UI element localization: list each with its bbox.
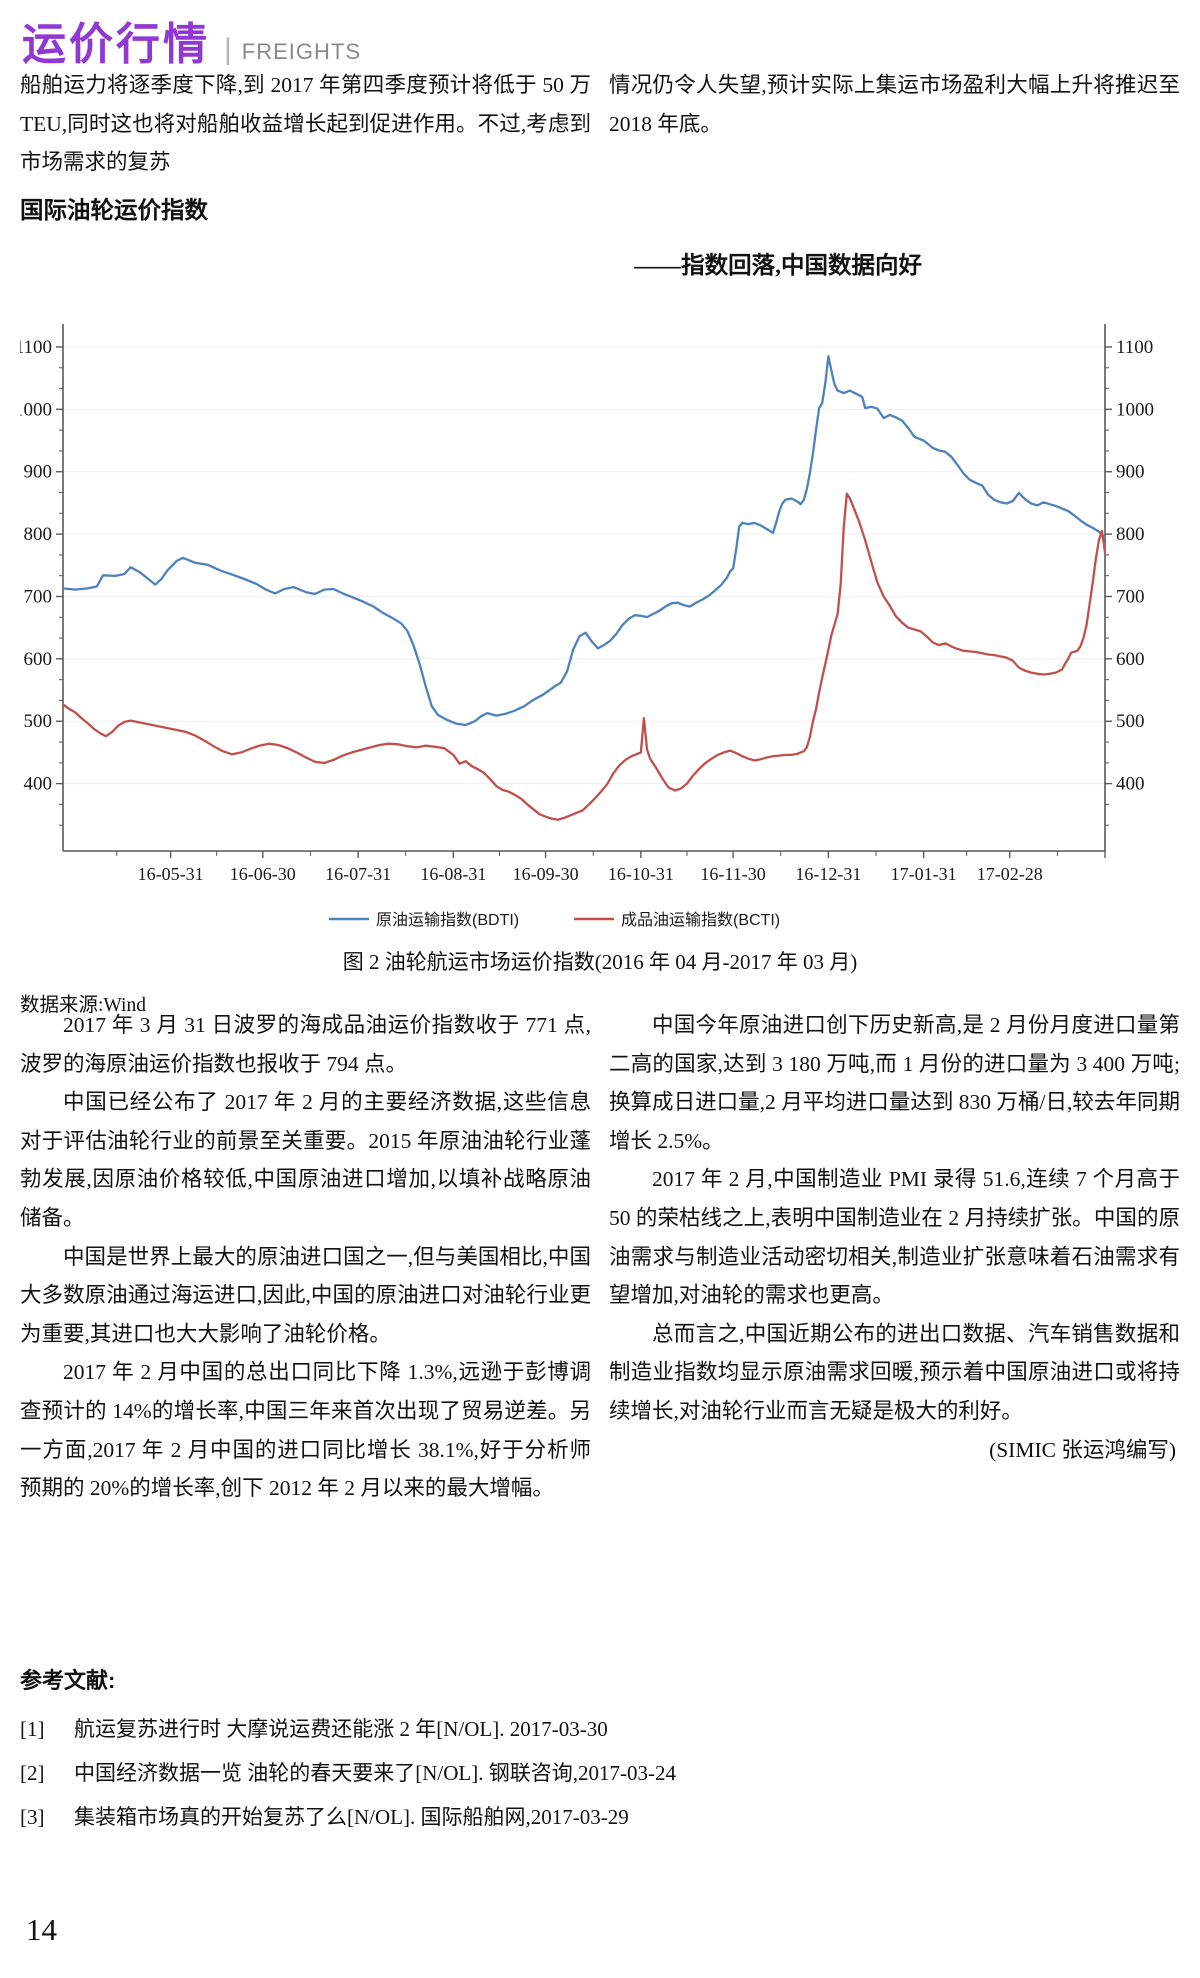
svg-text:16-07-31: 16-07-31 xyxy=(325,864,391,884)
intro-right-column: 情况仍令人失望,预计实际上集运市场盈利大幅上升将推迟至 2018 年底。 xyxy=(609,66,1180,225)
reference-item: [2] 中国经济数据一览 油轮的春天要来了[N/OL]. 钢联咨询,2017-03… xyxy=(20,1751,1180,1795)
reference-item: [3] 集装箱市场真的开始复苏了么[N/OL]. 国际船舶网,2017-03-29 xyxy=(20,1795,1180,1839)
svg-text:600: 600 xyxy=(1116,649,1145,670)
svg-text:16-09-30: 16-09-30 xyxy=(513,864,579,884)
svg-text:400: 400 xyxy=(24,774,53,795)
reference-index: [1] xyxy=(20,1717,45,1741)
references-heading: 参考文献: xyxy=(20,1668,116,1693)
figure: 400 400 500 500 600 600 700 700 800 800 900 900 1000… xyxy=(14,322,1180,976)
svg-text:900: 900 xyxy=(24,462,53,483)
chart-svg: 400 400 500 500 600 600 700 700 800 800 900 900 1000… xyxy=(14,324,1154,929)
svg-text:1100: 1100 xyxy=(20,337,52,358)
svg-text:800: 800 xyxy=(24,524,53,545)
reference-text: 集装箱市场真的开始复苏了么[N/OL]. 国际船舶网,2017-03-29 xyxy=(74,1805,629,1829)
reference-text: 中国经济数据一览 油轮的春天要来了[N/OL]. 钢联咨询,2017-03-24 xyxy=(74,1761,676,1785)
body-left-column: 2017 年 3 月 31 日波罗的海成品油运价指数收于 771 点,波罗的海原… xyxy=(20,1006,591,1508)
body-paragraph: 2017 年 3 月 31 日波罗的海成品油运价指数收于 771 点,波罗的海原… xyxy=(20,1013,591,1076)
figure-caption: 图 2 油轮航运市场运价指数(2016 年 04 月-2017 年 03 月) xyxy=(342,950,858,974)
title-divider: | xyxy=(224,33,232,66)
intro-left-column: 船舶运力将逐季度下降,到 2017 年第四季度预计将低于 50 万 TEU,同时… xyxy=(20,66,591,225)
svg-text:1000: 1000 xyxy=(1116,399,1154,420)
svg-text:16-12-31: 16-12-31 xyxy=(795,864,861,884)
section-subtitle: ——指数回落,中国数据向好 xyxy=(634,253,922,279)
chart-axes xyxy=(56,324,1112,858)
reference-index: [3] xyxy=(20,1805,45,1829)
svg-text:16-05-31: 16-05-31 xyxy=(138,864,204,884)
svg-text:600: 600 xyxy=(24,649,53,670)
reference-index: [2] xyxy=(20,1761,45,1785)
intro-left-text: 船舶运力将逐季度下降,到 2017 年第四季度预计将低于 50 万 TEU,同时… xyxy=(20,73,591,174)
body-section: 2017 年 3 月 31 日波罗的海成品油运价指数收于 771 点,波罗的海原… xyxy=(20,1006,1180,1508)
svg-text:800: 800 xyxy=(1116,524,1145,545)
page-number: 14 xyxy=(26,1912,57,1947)
series-line-bcti xyxy=(61,492,1107,821)
body-right-column: 中国今年原油进口创下历史新高,是 2 月份月度进口量第二高的国家,达到 3 18… xyxy=(609,1006,1180,1508)
svg-text:16-06-30: 16-06-30 xyxy=(230,864,296,884)
body-paragraph: 总而言之,中国近期公布的进出口数据、汽车销售数据和制造业指数均显示原油需求回暖,… xyxy=(609,1321,1180,1423)
svg-text:原油运输指数(BDTI): 原油运输指数(BDTI) xyxy=(376,911,519,929)
svg-text:500: 500 xyxy=(1116,711,1145,732)
references-list: [1] 航运复苏进行时 大摩说运费还能涨 2 年[N/OL]. 2017-03-3… xyxy=(20,1707,1180,1839)
reference-text: 航运复苏进行时 大摩说运费还能涨 2 年[N/OL]. 2017-03-30 xyxy=(74,1717,608,1741)
svg-text:16-10-31: 16-10-31 xyxy=(608,864,674,884)
data-source: 数据来源:Wind xyxy=(20,995,146,1016)
byline: (SIMIC 张运鸿编写) xyxy=(989,1437,1176,1462)
body-paragraph: 中国已经公布了 2017 年 2 月的主要经济数据,这些信息对于评估油轮行业的前… xyxy=(20,1090,591,1230)
svg-text:500: 500 xyxy=(24,711,53,732)
body-paragraph: 中国是世界上最大的原油进口国之一,但与美国相比,中国大多数原油通过海运进口,因此… xyxy=(20,1244,591,1346)
body-paragraph: 2017 年 2 月中国的总出口同比下降 1.3%,远逊于彭博调查预计的 14%… xyxy=(20,1360,591,1501)
page-header: 运价行情 | FREIGHTS xyxy=(22,8,361,72)
reference-item: [1] 航运复苏进行时 大摩说运费还能涨 2 年[N/OL]. 2017-03-3… xyxy=(20,1707,1180,1751)
section-heading: 国际油轮运价指数 xyxy=(20,197,208,224)
svg-text:17-02-28: 17-02-28 xyxy=(977,864,1043,884)
series-line-bdti xyxy=(61,355,1107,727)
page-title-en: FREIGHTS xyxy=(241,39,362,64)
svg-text:成品油运输指数(BCTI): 成品油运输指数(BCTI) xyxy=(621,911,780,929)
chart-gridlines xyxy=(63,346,1105,785)
intro-section: 船舶运力将逐季度下降,到 2017 年第四季度预计将低于 50 万 TEU,同时… xyxy=(20,66,1180,225)
references-section: 参考文献: [1] 航运复苏进行时 大摩说运费还能涨 2 年[N/OL]. 201… xyxy=(20,1663,1180,1839)
svg-text:700: 700 xyxy=(24,586,53,607)
svg-text:900: 900 xyxy=(1116,462,1145,483)
body-paragraph: 中国今年原油进口创下历史新高,是 2 月份月度进口量第二高的国家,达到 3 18… xyxy=(609,1013,1180,1153)
freight-index-chart: 400 400 500 500 600 600 700 700 800 800 900 900 1000… xyxy=(14,322,1180,942)
svg-text:17-01-31: 17-01-31 xyxy=(891,864,957,884)
svg-text:16-11-30: 16-11-30 xyxy=(700,864,765,884)
svg-text:1100: 1100 xyxy=(1116,337,1153,358)
svg-text:700: 700 xyxy=(1116,586,1145,607)
svg-text:400: 400 xyxy=(1116,774,1145,795)
body-paragraph: 2017 年 2 月,中国制造业 PMI 录得 51.6,连续 7 个月高于 5… xyxy=(609,1167,1180,1308)
svg-text:16-08-31: 16-08-31 xyxy=(420,864,486,884)
intro-right-text: 情况仍令人失望,预计实际上集运市场盈利大幅上升将推迟至 2018 年底。 xyxy=(609,73,1180,136)
page-title: 运价行情 xyxy=(22,20,210,69)
svg-text:1000: 1000 xyxy=(20,399,52,420)
